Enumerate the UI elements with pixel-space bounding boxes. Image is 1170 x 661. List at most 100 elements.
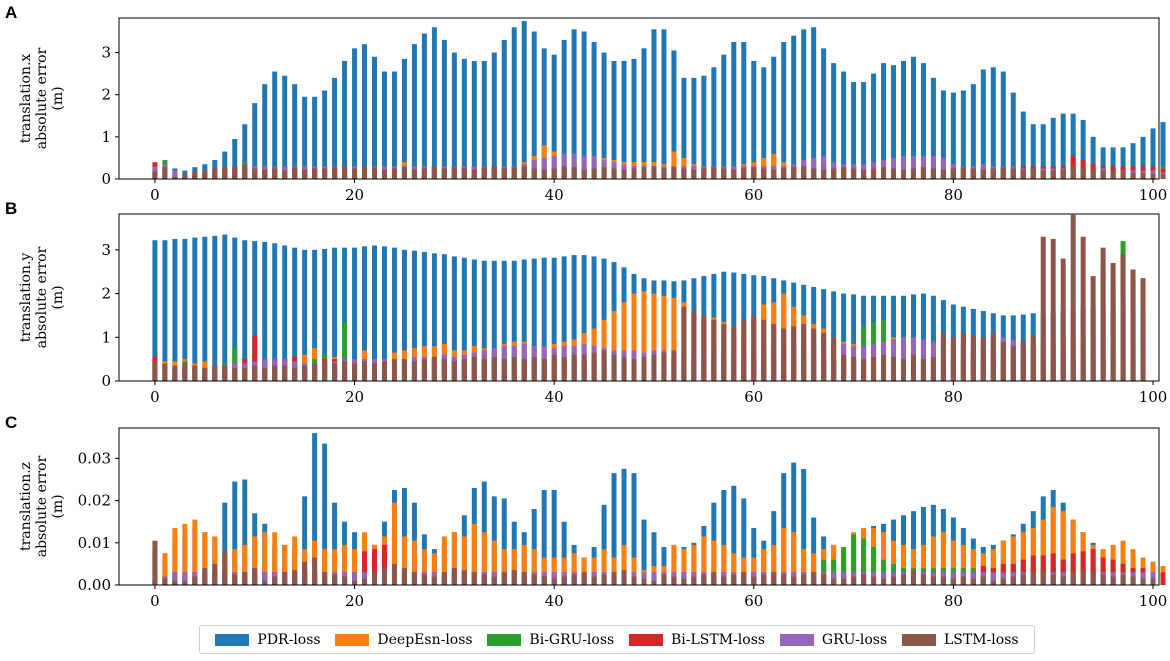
y-axis-label-line: translation.x [18,54,34,144]
bar [920,544,926,585]
bar [1060,559,1066,585]
bar [1090,276,1096,381]
bar [302,169,308,179]
bar [342,321,348,381]
bar [292,84,298,179]
bar [1050,238,1056,381]
bar [841,167,847,179]
bar [930,168,936,179]
bar [671,576,677,585]
bar [761,67,767,179]
bar [451,167,457,179]
bar [910,549,916,585]
bar [1100,557,1106,585]
bar [162,553,168,585]
bar [481,574,487,585]
bar [491,52,497,180]
bar [461,58,467,179]
x-tick-label: 20 [345,388,364,406]
bar [621,60,627,179]
bar [292,536,298,585]
bar [751,60,757,179]
bar [641,578,647,585]
bar [471,572,477,585]
x-tick-label: 100 [1139,186,1168,204]
bar [960,544,966,585]
bar [232,166,238,179]
bar [451,52,457,180]
bar [441,572,447,585]
bar [831,559,837,585]
bar [721,544,727,585]
bar [1110,559,1116,585]
bar [322,168,328,179]
bar [282,365,288,381]
bar [1020,169,1026,179]
bar [701,315,707,381]
bar [411,250,417,381]
bar [451,361,457,381]
bar [1140,136,1146,179]
bar [1000,167,1006,179]
bar [332,77,338,179]
bar [372,56,377,179]
bar [611,572,617,585]
legend-label: Bi-GRU-loss [529,631,615,648]
bar [731,326,737,381]
bar [551,578,557,585]
bar [531,549,537,585]
x-tick-label: 20 [345,592,364,610]
y-axis-label-line: absolute error [34,455,50,557]
legend-entry-gru: GRU-loss [779,632,887,648]
bar [751,528,757,585]
bar [571,153,577,179]
bar [521,359,527,381]
bar [811,517,817,585]
bar [970,84,976,179]
x-tick-label: 60 [744,186,763,204]
bar [861,574,867,585]
bar [691,576,697,585]
bar [242,544,248,585]
bar [741,42,747,179]
bar [990,549,996,585]
bar [881,578,887,585]
bar [1160,122,1166,179]
bar [172,528,178,585]
bar [1070,214,1076,381]
bar [781,42,787,179]
bar [861,538,867,585]
legend-swatch [215,633,250,646]
panel-letter: A [5,3,17,22]
bar [481,359,487,381]
bar [891,356,897,381]
bar [661,29,667,179]
bar [1040,570,1046,585]
bar [751,167,757,179]
bar [1050,117,1056,179]
bar [561,39,567,179]
bar [461,168,467,179]
bar [292,367,298,381]
bar [1130,269,1136,381]
bar [881,559,887,585]
bar [571,574,577,585]
bar [262,84,268,179]
bar [791,326,797,381]
plot-frame [118,213,1160,382]
bar [381,544,387,585]
bar [551,490,557,585]
bar [152,361,158,381]
panel-C: C 0.00 0.01 0.02 0.03 0 20 40 60 80 100 translation… [5,413,1167,610]
bar [950,540,956,585]
legend-entry-pdr: PDR-loss [215,632,321,648]
bar [312,433,318,585]
bar [761,319,767,381]
bar [1140,172,1146,179]
bar [970,335,976,381]
series-gru-loss [152,293,1146,381]
bar [531,168,537,179]
bar [1160,173,1166,179]
bar [421,574,427,585]
bar [881,167,887,179]
